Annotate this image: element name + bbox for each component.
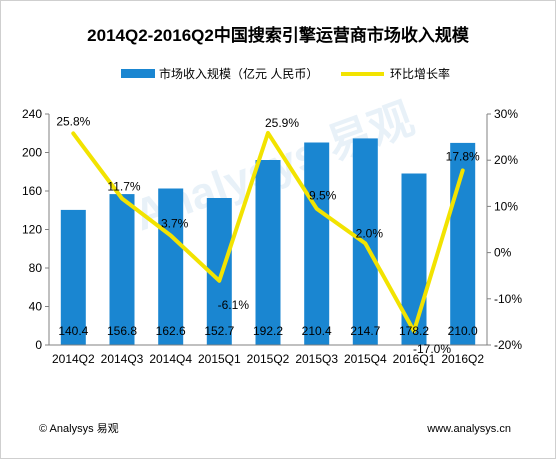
y-right-tick-label: 10% bbox=[494, 199, 518, 213]
bar-2015Q3 bbox=[304, 142, 330, 345]
x-tick-label: 2015Q4 bbox=[344, 352, 387, 366]
legend-bar-label: 市场收入规模（亿元 人民币） bbox=[159, 66, 318, 81]
data-labels: 140.4 156.8 162.6 152.7 192.2 210.4 214.7 178.2… bbox=[56, 114, 480, 356]
footer-website: www.analysys.cn bbox=[426, 423, 511, 435]
x-tick-label: 2016Q1 bbox=[393, 352, 436, 366]
x-tick-label: 2014Q2 bbox=[52, 352, 95, 366]
bar-2014Q2 bbox=[60, 209, 86, 345]
bar-value-label: 156.8 bbox=[107, 324, 137, 338]
bar-value-label: 214.7 bbox=[350, 324, 380, 338]
growth-rate-label: 3.7% bbox=[161, 217, 189, 231]
y-left-tick-label: 120 bbox=[22, 223, 42, 237]
bar-value-label: 162.6 bbox=[156, 324, 186, 338]
footer-copyright: © Analysys 易观 bbox=[39, 422, 119, 435]
axes: 0 40 80 120 160 200 240 -20% -10% 0% 10% 20% 30% 2014… bbox=[22, 107, 522, 366]
legend-line-label: 环比增长率 bbox=[390, 66, 450, 81]
y-right-tick-label: 20% bbox=[494, 153, 518, 167]
growth-rate-label: 25.8% bbox=[56, 114, 90, 128]
y-left-tick-label: 200 bbox=[22, 146, 42, 160]
bar-value-label: 178.2 bbox=[399, 324, 429, 338]
growth-rate-label: 11.7% bbox=[107, 180, 140, 194]
bar-value-label: 210.4 bbox=[302, 324, 332, 338]
bar-2014Q4 bbox=[158, 188, 184, 345]
y-left-tick-label: 160 bbox=[22, 184, 42, 198]
growth-rate-label: 17.8% bbox=[446, 149, 480, 163]
x-tick-label: 2015Q2 bbox=[247, 352, 290, 366]
x-tick-label: 2014Q3 bbox=[101, 352, 144, 366]
y-left-tick-label: 240 bbox=[22, 107, 42, 121]
chart-title: 2014Q2-2016Q2中国搜索引擎运营商市场收入规模 bbox=[87, 25, 470, 45]
growth-rate-label: -6.1% bbox=[218, 298, 250, 312]
bar-2015Q2 bbox=[255, 160, 281, 345]
y-right-tick-label: 30% bbox=[494, 107, 518, 121]
growth-rate-label: 9.5% bbox=[309, 189, 337, 203]
growth-rate-line bbox=[71, 130, 465, 334]
growth-rate-label: 2.0% bbox=[356, 226, 384, 240]
growth-rate-label: -17.0% bbox=[413, 342, 451, 356]
y-left-tick-label: 0 bbox=[35, 338, 42, 352]
y-left-tick-label: 40 bbox=[29, 300, 43, 314]
x-tick-label: 2016Q2 bbox=[441, 352, 484, 366]
bar-value-label: 192.2 bbox=[253, 324, 283, 338]
bar-2014Q3 bbox=[109, 194, 135, 345]
x-tick-label: 2015Q3 bbox=[295, 352, 338, 366]
y-left-tick-label: 80 bbox=[29, 261, 43, 275]
legend: 市场收入规模（亿元 人民币） 环比增长率 bbox=[121, 66, 450, 81]
bars bbox=[60, 138, 476, 345]
growth-rate-label: 25.9% bbox=[265, 116, 299, 130]
x-tick-label: 2015Q1 bbox=[198, 352, 241, 366]
legend-bar-swatch bbox=[121, 69, 155, 78]
y-right-tick-label: -20% bbox=[494, 338, 522, 352]
growth-line-series bbox=[71, 130, 465, 334]
bar-value-label: 210.0 bbox=[448, 324, 478, 338]
bar-value-label: 152.7 bbox=[204, 324, 234, 338]
bar-value-label: 140.4 bbox=[58, 324, 88, 338]
x-tick-label: 2014Q4 bbox=[149, 352, 192, 366]
y-right-tick-label: -10% bbox=[494, 292, 522, 306]
y-right-tick-label: 0% bbox=[494, 246, 512, 260]
